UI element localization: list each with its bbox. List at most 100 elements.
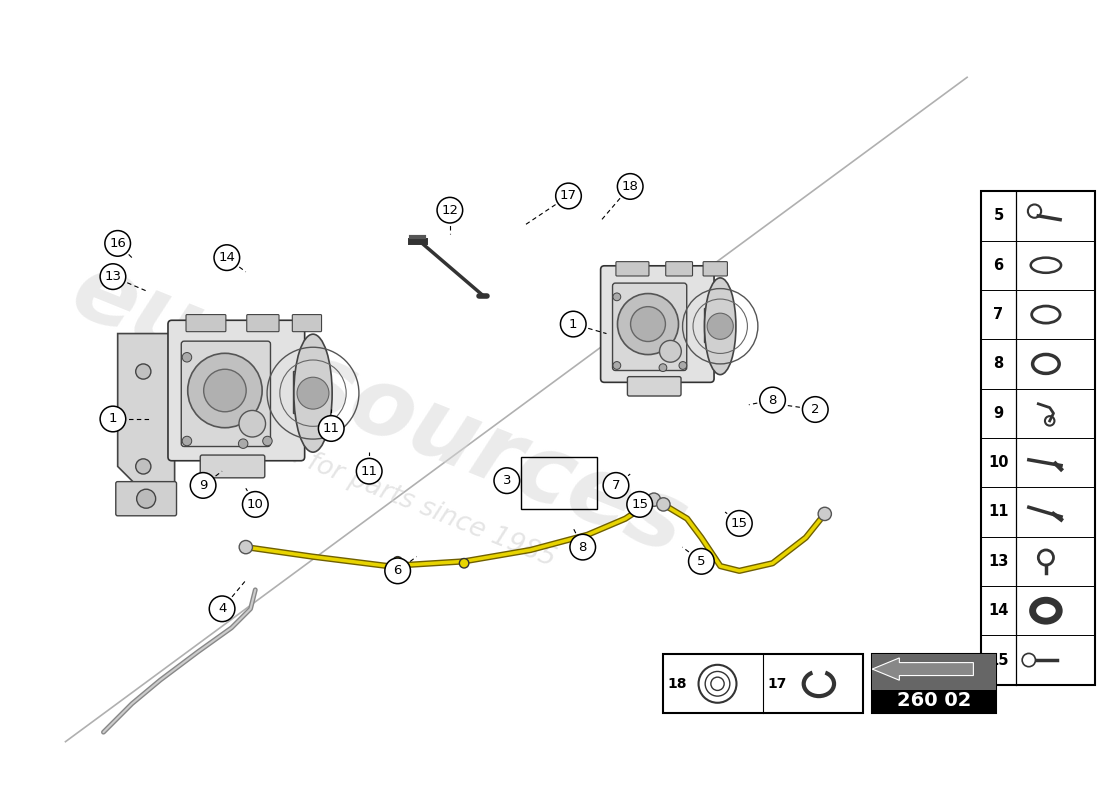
Bar — [872, 654, 996, 714]
Circle shape — [570, 534, 595, 560]
Text: 15: 15 — [730, 517, 748, 530]
Bar — [521, 457, 597, 509]
Text: 7: 7 — [612, 479, 620, 492]
Text: eurosources: eurosources — [58, 244, 700, 574]
Text: a passion for parts since 1985: a passion for parts since 1985 — [179, 398, 559, 572]
Text: 9: 9 — [993, 406, 1003, 421]
Circle shape — [393, 557, 403, 566]
FancyArrow shape — [872, 658, 974, 680]
Text: 8: 8 — [579, 541, 587, 554]
Circle shape — [1022, 654, 1035, 666]
FancyBboxPatch shape — [116, 482, 176, 516]
Polygon shape — [118, 334, 175, 486]
Circle shape — [818, 507, 832, 521]
Text: 10: 10 — [988, 455, 1009, 470]
Text: 13: 13 — [104, 270, 121, 283]
Circle shape — [437, 198, 463, 223]
Bar — [704, 308, 719, 342]
FancyBboxPatch shape — [293, 314, 321, 332]
Ellipse shape — [704, 278, 736, 374]
Text: 11: 11 — [361, 465, 377, 478]
Text: 18: 18 — [621, 180, 639, 193]
Circle shape — [135, 364, 151, 379]
Circle shape — [603, 473, 629, 498]
Text: 14: 14 — [988, 603, 1009, 618]
FancyBboxPatch shape — [246, 314, 279, 332]
FancyBboxPatch shape — [616, 262, 649, 276]
Circle shape — [630, 306, 666, 342]
Circle shape — [356, 458, 382, 484]
Text: 11: 11 — [988, 505, 1009, 519]
FancyBboxPatch shape — [200, 455, 265, 478]
Text: 17: 17 — [560, 190, 578, 202]
Bar — [294, 371, 311, 413]
Text: 2: 2 — [811, 403, 819, 416]
Circle shape — [659, 364, 667, 371]
Text: 14: 14 — [219, 251, 235, 264]
Text: 1: 1 — [109, 413, 118, 426]
Circle shape — [239, 541, 253, 554]
Bar — [663, 654, 862, 714]
Circle shape — [263, 436, 272, 446]
Circle shape — [318, 416, 344, 442]
FancyBboxPatch shape — [168, 320, 305, 461]
Circle shape — [100, 406, 125, 432]
Bar — [872, 654, 996, 690]
Circle shape — [460, 558, 469, 568]
Text: 17: 17 — [768, 677, 786, 690]
Text: 13: 13 — [988, 554, 1009, 569]
Circle shape — [803, 397, 828, 422]
Bar — [981, 191, 1096, 685]
Text: 18: 18 — [668, 677, 688, 690]
Text: 8: 8 — [769, 394, 777, 406]
Text: 5: 5 — [993, 208, 1003, 223]
Circle shape — [183, 436, 191, 446]
Circle shape — [100, 264, 125, 290]
Circle shape — [209, 596, 235, 622]
Circle shape — [657, 498, 670, 511]
Circle shape — [760, 387, 785, 413]
Circle shape — [183, 353, 191, 362]
Circle shape — [726, 510, 752, 536]
Text: 12: 12 — [441, 204, 459, 217]
Circle shape — [135, 459, 151, 474]
Text: 1: 1 — [569, 318, 578, 330]
FancyBboxPatch shape — [703, 262, 727, 276]
Text: 5: 5 — [697, 555, 705, 568]
Circle shape — [613, 293, 620, 301]
Text: 7: 7 — [993, 307, 1003, 322]
FancyBboxPatch shape — [182, 341, 271, 446]
Circle shape — [214, 245, 240, 270]
Text: 16: 16 — [109, 237, 126, 250]
Circle shape — [297, 378, 329, 409]
Text: 260 02: 260 02 — [896, 690, 971, 710]
Circle shape — [627, 491, 652, 518]
Circle shape — [647, 493, 661, 506]
Text: 11: 11 — [322, 422, 340, 435]
Circle shape — [136, 490, 155, 508]
Text: 15: 15 — [988, 653, 1009, 667]
Circle shape — [707, 313, 734, 339]
Text: 15: 15 — [631, 498, 648, 511]
Circle shape — [617, 294, 679, 354]
Circle shape — [385, 558, 410, 584]
Circle shape — [560, 311, 586, 337]
Circle shape — [242, 491, 268, 518]
Circle shape — [188, 354, 262, 428]
Circle shape — [689, 549, 714, 574]
Circle shape — [239, 439, 248, 449]
Circle shape — [660, 341, 681, 362]
Text: 6: 6 — [993, 258, 1003, 273]
Text: 8: 8 — [993, 357, 1003, 371]
Circle shape — [239, 410, 265, 437]
FancyBboxPatch shape — [613, 283, 686, 370]
Circle shape — [104, 230, 131, 256]
Circle shape — [613, 362, 620, 370]
Text: 10: 10 — [246, 498, 264, 511]
Circle shape — [617, 174, 643, 199]
Circle shape — [556, 183, 581, 209]
Ellipse shape — [294, 334, 332, 452]
Circle shape — [679, 362, 686, 370]
Text: 6: 6 — [394, 564, 402, 578]
Circle shape — [204, 370, 246, 412]
